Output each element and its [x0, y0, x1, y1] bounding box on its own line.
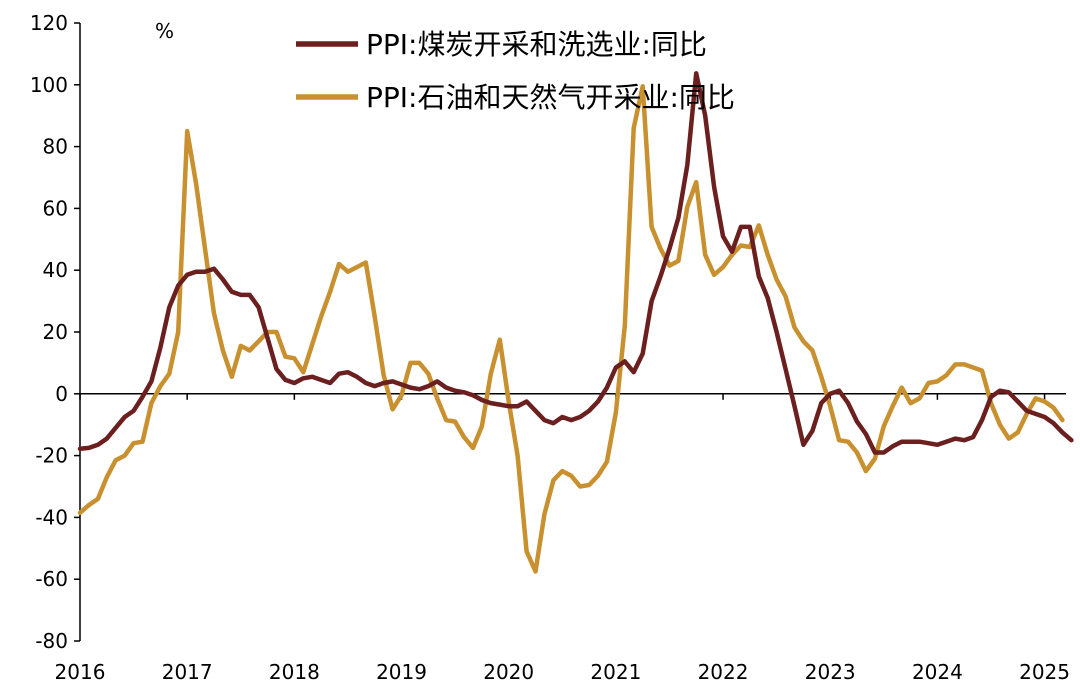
x-tick-label: 2019	[376, 660, 427, 684]
y-tick-label: 80	[43, 135, 68, 159]
x-tick-label: 2023	[805, 660, 856, 684]
series-layer	[77, 71, 1074, 574]
y-tick-label: 40	[43, 258, 68, 282]
x-tick-label: 2024	[912, 660, 963, 684]
series-line-coal-mining	[77, 71, 1074, 455]
legend-label: PPI:煤炭开采和洗选业:同比	[366, 28, 707, 61]
y-tick-label: -80	[35, 629, 68, 653]
x-tick-label: 2016	[55, 660, 106, 684]
y-tick-label: 0	[55, 382, 68, 406]
x-tick-label: 2022	[698, 660, 749, 684]
y-tick-label: -40	[35, 505, 68, 529]
y-unit-label: %	[155, 19, 174, 43]
x-tick-label: 2017	[162, 660, 213, 684]
y-tick-label: 60	[43, 196, 68, 220]
series-line-oil-gas-extraction	[77, 84, 1065, 574]
legend-item: PPI:石油和天然气开采业:同比	[296, 81, 735, 114]
x-tick-label: 2025	[1019, 660, 1070, 684]
legend: PPI:煤炭开采和洗选业:同比 PPI:石油和天然气开采业:同比	[296, 28, 735, 114]
y-tick-label: 120	[30, 11, 68, 35]
legend-item: PPI:煤炭开采和洗选业:同比	[296, 28, 707, 61]
y-tick-label: 20	[43, 320, 68, 344]
y-tick-label: -60	[35, 567, 68, 591]
y-tick-label: 100	[30, 73, 68, 97]
x-tick-label: 2018	[269, 660, 320, 684]
y-tick-label: -20	[35, 444, 68, 468]
x-tick-label: 2020	[483, 660, 534, 684]
x-tick-label: 2021	[590, 660, 641, 684]
legend-label: PPI:石油和天然气开采业:同比	[366, 81, 735, 114]
chart-axes: -80 -60 -40 -20 0 20 40 60 80 100 120 2016 2017 2018 2…	[30, 11, 1070, 684]
